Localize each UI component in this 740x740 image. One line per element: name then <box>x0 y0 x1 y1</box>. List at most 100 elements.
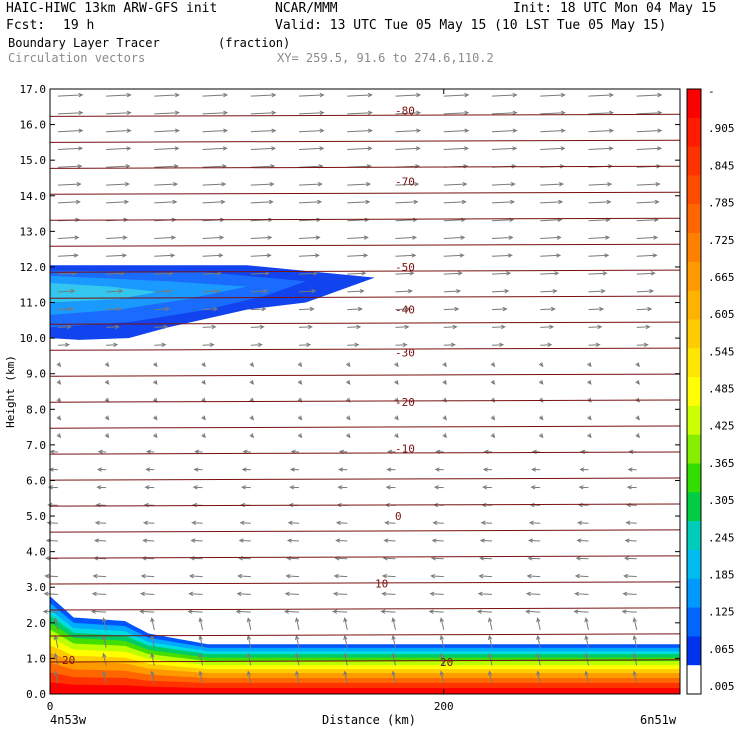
wind-vector <box>249 415 255 421</box>
wind-vector <box>588 199 612 205</box>
wind-vector <box>102 652 107 666</box>
colorbar-label: .125 <box>708 606 735 619</box>
colorbar-swatch <box>687 233 701 263</box>
wind-vector <box>152 397 158 403</box>
wind-vector <box>345 433 351 439</box>
wind-vector <box>154 92 180 98</box>
wind-vector <box>395 146 421 151</box>
wind-vector <box>540 306 556 312</box>
wind-vector <box>202 199 226 205</box>
wind-vector <box>188 573 203 579</box>
colorbar-label: .005 <box>708 680 735 693</box>
wind-vector <box>623 556 637 561</box>
model-title: HAIC-HIWC 13km ARW-GFS init <box>6 1 218 16</box>
wind-vector <box>579 467 589 472</box>
wind-vector <box>106 199 130 205</box>
wind-vector <box>588 253 610 258</box>
wind-vector <box>587 379 592 385</box>
isotherm-label: -50 <box>395 261 415 274</box>
wind-vector <box>442 415 447 421</box>
colorbar-label: .905 <box>708 122 735 135</box>
wind-vector <box>428 609 444 614</box>
wind-vector <box>93 538 107 543</box>
wind-vector <box>540 235 562 240</box>
wind-vector <box>491 342 505 348</box>
wind-vector <box>347 199 371 205</box>
wind-vector <box>295 670 300 684</box>
wind-vector <box>283 609 300 614</box>
colorbar-frame <box>686 88 702 695</box>
wind-vector <box>490 433 496 439</box>
wind-vector <box>623 573 637 579</box>
wind-vector <box>297 433 303 439</box>
wind-vector <box>56 415 62 421</box>
wind-vector <box>246 617 252 631</box>
wind-vector <box>202 253 224 258</box>
wind-vector <box>198 670 204 684</box>
wind-vector <box>338 467 348 472</box>
wind-vector <box>298 146 325 151</box>
y-tick-label: 0.0 <box>26 688 46 701</box>
wind-vector <box>90 609 107 614</box>
wind-vector <box>443 110 470 116</box>
wind-vector <box>636 289 655 294</box>
wind-vector <box>337 485 348 490</box>
wind-vector <box>106 128 132 133</box>
wind-vector <box>298 110 325 116</box>
wind-vector <box>536 670 541 684</box>
wind-vector <box>588 110 615 116</box>
isotherm-line <box>49 633 681 637</box>
colorbar: - .905 .845 .785 .725 .665 .605 .545 .485 .425 .36… <box>686 85 735 695</box>
wind-vector <box>588 181 613 187</box>
wind-vector <box>588 342 601 348</box>
wind-vector <box>250 92 277 98</box>
wind-vector <box>491 146 518 151</box>
forecast-hour: 19 h <box>63 18 95 33</box>
wind-vector <box>384 520 396 526</box>
wind-vector <box>57 306 74 312</box>
wind-vector <box>250 289 269 294</box>
wind-vector <box>635 379 640 385</box>
wind-vector <box>526 573 541 579</box>
wind-vector <box>490 397 496 403</box>
colorbar-swatch <box>687 405 701 436</box>
wind-vector <box>106 146 132 151</box>
wind-vector <box>250 181 275 187</box>
wind-vector <box>347 217 370 222</box>
colorbar-label: .365 <box>708 457 735 470</box>
isotherm-label: 20 <box>440 656 453 669</box>
wind-vector <box>97 449 107 455</box>
wind-vector <box>439 617 445 631</box>
wind-vector <box>91 591 107 597</box>
wind-vector <box>57 92 84 98</box>
wind-vector <box>154 289 172 294</box>
wind-vector <box>347 128 373 133</box>
wind-vector <box>57 199 81 205</box>
wind-vector <box>48 467 58 472</box>
wind-vector <box>142 520 155 526</box>
wind-vector <box>635 362 640 368</box>
wind-vector <box>250 253 272 258</box>
wind-vector <box>395 92 422 98</box>
wind-vector <box>636 92 663 98</box>
wind-vector <box>540 92 566 98</box>
wind-vector <box>538 397 544 403</box>
wind-vector <box>632 670 638 684</box>
wind-vector <box>491 235 514 240</box>
y-tick-label: 7.0 <box>26 439 46 452</box>
wind-vector <box>104 415 110 421</box>
isotherm-line <box>49 373 681 377</box>
tracer-fill-layer <box>50 265 680 694</box>
wind-vector <box>56 362 62 368</box>
x-right-end-label: 6n51w <box>640 713 677 727</box>
wind-vector <box>588 235 611 240</box>
wind-vector <box>531 449 541 455</box>
wind-vector <box>480 520 493 526</box>
wind-vector <box>202 110 229 116</box>
wind-vector <box>246 634 252 648</box>
wind-vector <box>636 342 649 348</box>
wind-vector <box>201 433 206 439</box>
wind-vector <box>335 520 348 526</box>
wind-vector <box>439 634 445 648</box>
